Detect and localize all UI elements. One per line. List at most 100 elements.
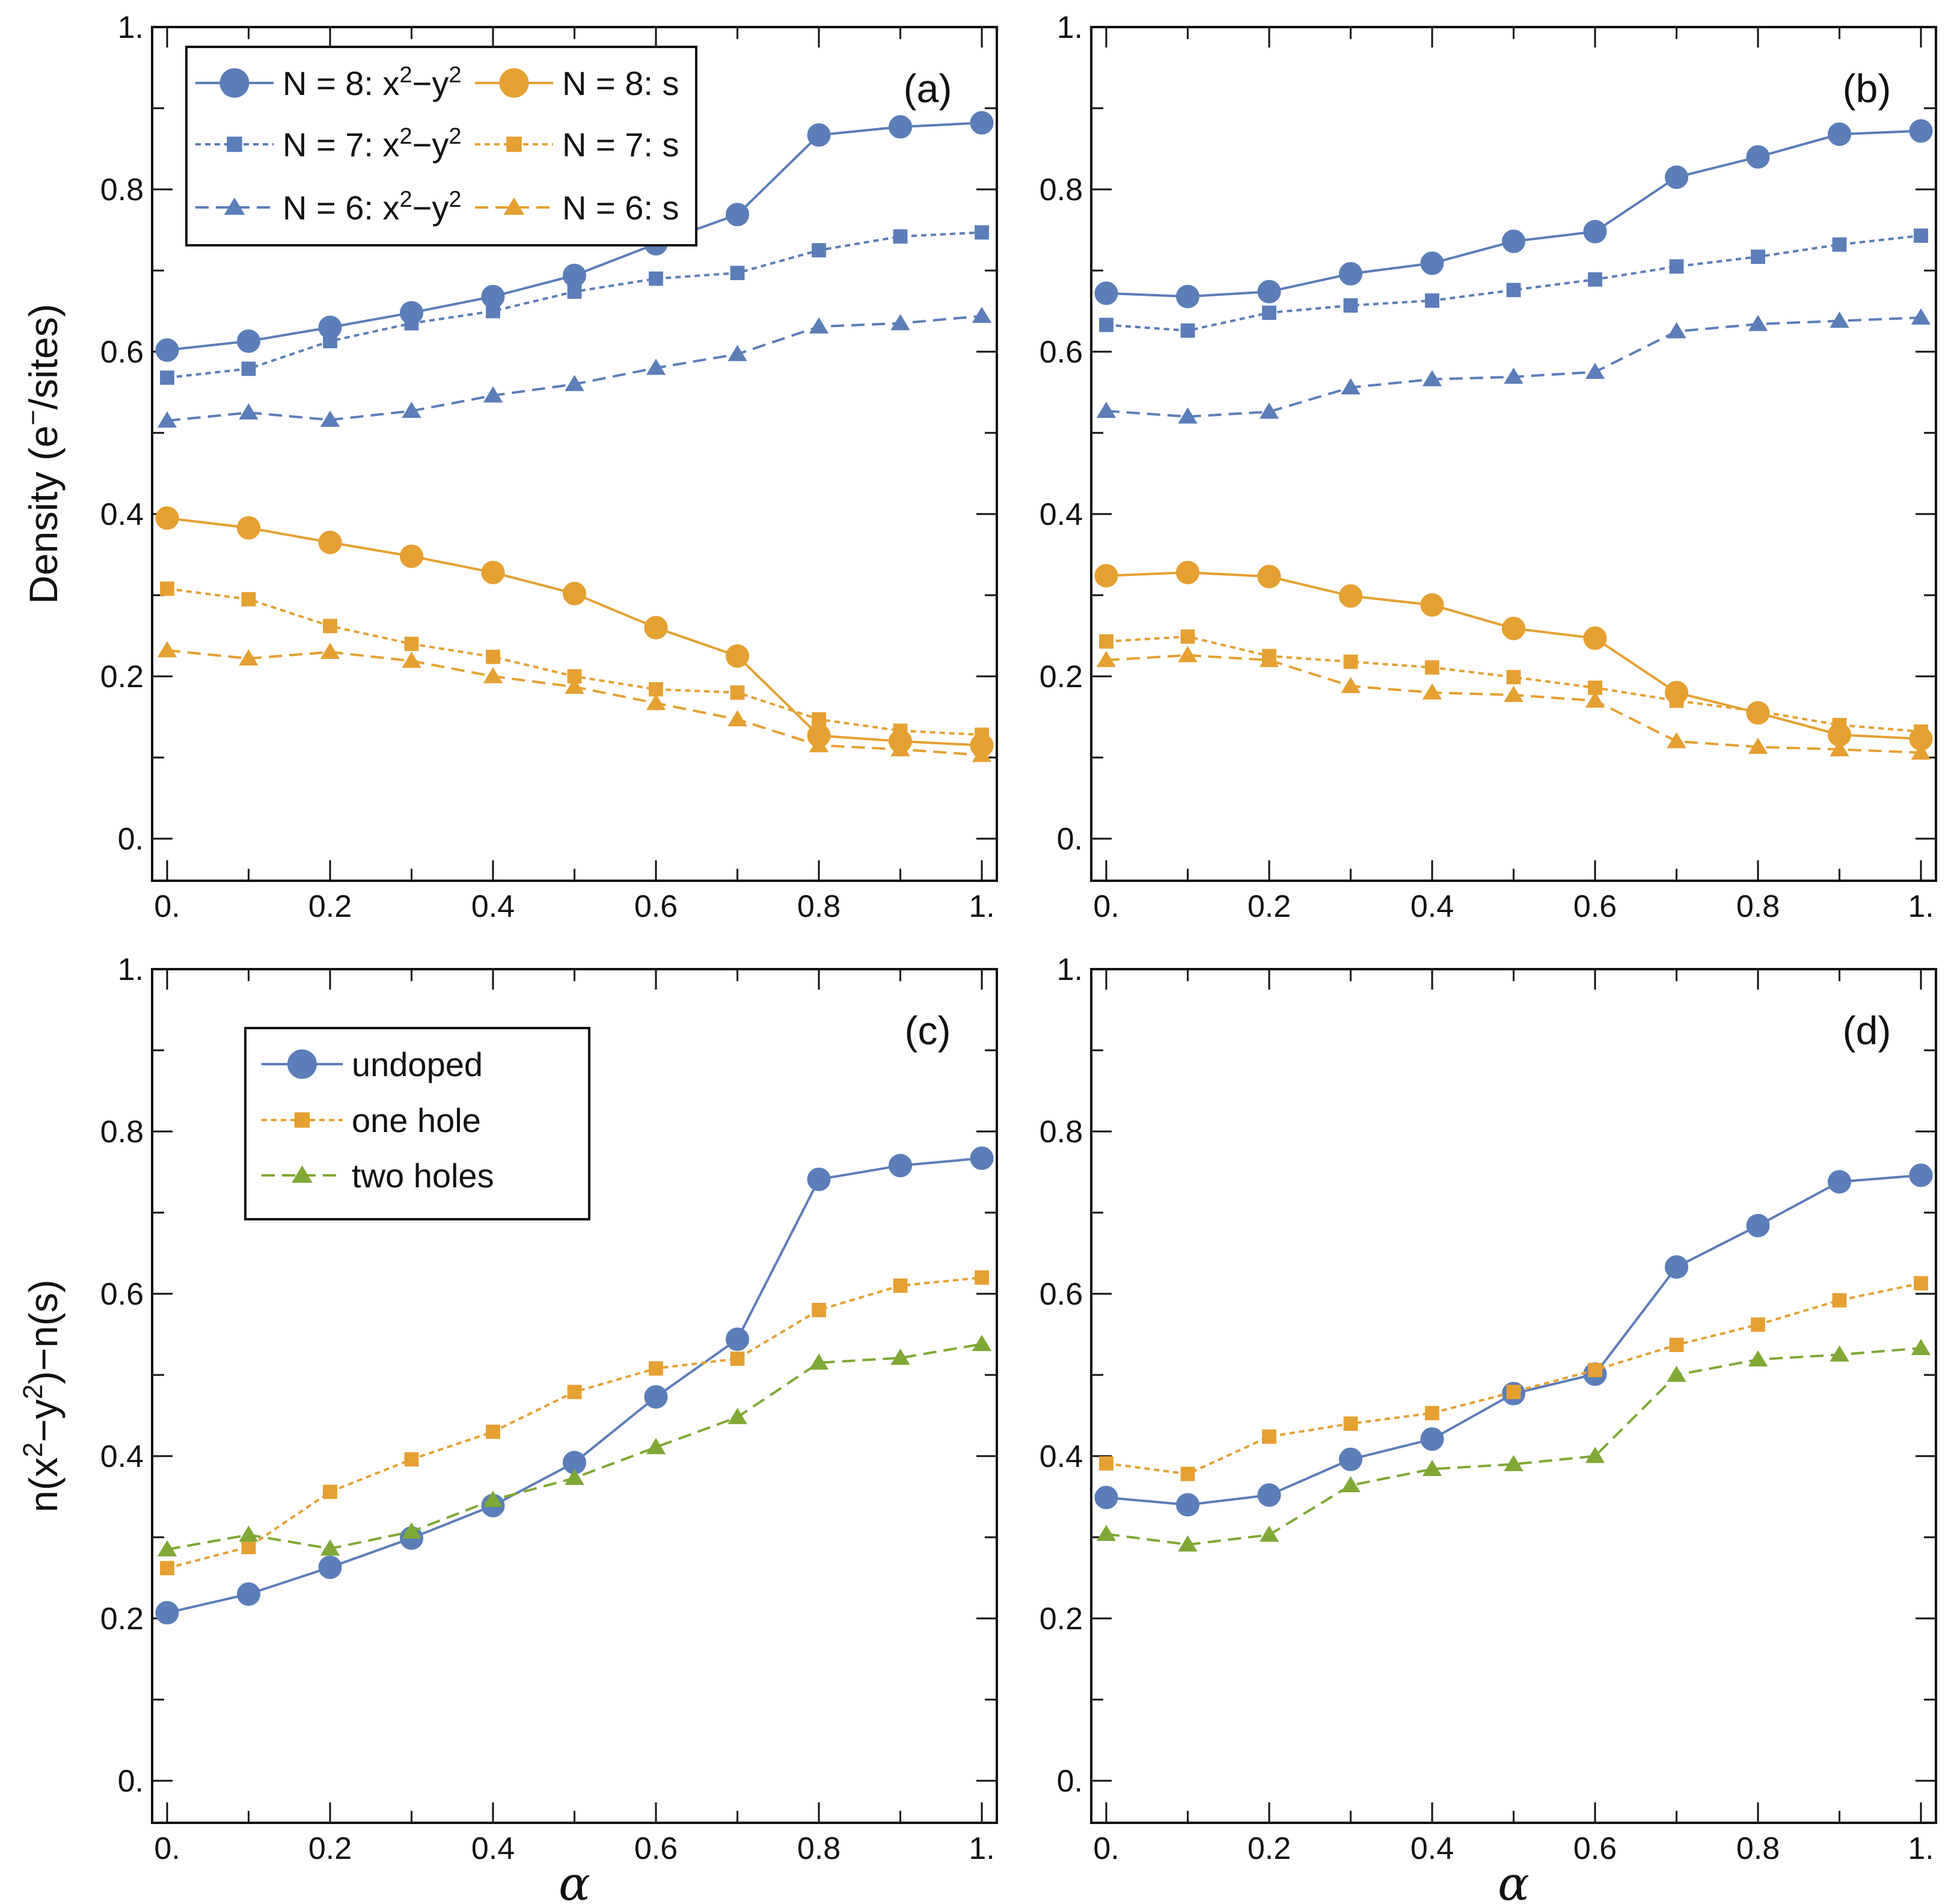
data-point xyxy=(1665,1255,1688,1279)
data-point xyxy=(970,111,994,135)
legend-marker xyxy=(287,1049,317,1079)
data-point xyxy=(1259,650,1279,667)
y-tick-label: 0. xyxy=(1057,1764,1083,1799)
data-point xyxy=(1420,593,1444,617)
y-tick-label: 0.4 xyxy=(1040,497,1083,532)
data-point xyxy=(157,411,177,428)
data-point xyxy=(807,123,831,147)
series-4 xyxy=(1099,629,1928,739)
data-point xyxy=(567,284,582,299)
data-point xyxy=(404,1452,419,1467)
plot-frame xyxy=(1090,26,1937,882)
data-point xyxy=(567,669,582,684)
data-point xyxy=(320,411,340,427)
data-point xyxy=(1748,314,1768,331)
data-point xyxy=(1099,634,1113,649)
data-point xyxy=(1911,1339,1931,1355)
data-point xyxy=(809,317,829,334)
data-point xyxy=(970,1146,994,1171)
data-point xyxy=(730,266,745,280)
data-point xyxy=(975,727,989,742)
panel-label: (c) xyxy=(905,1008,951,1053)
data-point xyxy=(1748,738,1768,754)
legend-label: N = 8: s xyxy=(562,64,679,102)
x-tick-label: 0.8 xyxy=(1736,889,1780,924)
data-point xyxy=(889,1154,912,1178)
data-point xyxy=(402,402,421,418)
data-point xyxy=(1420,251,1444,275)
data-point xyxy=(239,649,259,666)
data-point xyxy=(1096,650,1116,667)
data-point xyxy=(1341,1476,1361,1493)
panel-label: (a) xyxy=(904,66,952,111)
data-point xyxy=(1178,646,1198,663)
data-point xyxy=(890,314,910,331)
data-point xyxy=(1422,370,1442,387)
data-point xyxy=(1096,1525,1116,1541)
x-tick-label: 0.6 xyxy=(634,1831,678,1866)
data-point xyxy=(1176,560,1199,584)
data-point xyxy=(1669,693,1684,708)
x-tick-label: 0.6 xyxy=(1573,889,1617,924)
data-point xyxy=(649,1361,663,1376)
data-point xyxy=(893,723,908,738)
y-tick-label: 0.8 xyxy=(100,173,144,207)
data-point xyxy=(1094,281,1118,305)
legend-item: N = 6: s xyxy=(475,189,679,227)
legend-label: N = 7: x2−y2 xyxy=(283,124,462,164)
y-tick-label: 0.8 xyxy=(100,1115,144,1149)
data-point xyxy=(1748,1350,1768,1367)
x-tick-label: 0. xyxy=(154,889,180,924)
series-line xyxy=(1106,1347,1922,1546)
data-point xyxy=(155,1601,179,1625)
data-point xyxy=(1094,564,1118,588)
series-line xyxy=(1106,316,1922,418)
legend-marker xyxy=(294,1112,310,1128)
data-point xyxy=(1588,681,1602,695)
data-point xyxy=(318,530,342,554)
series-line xyxy=(167,1342,982,1551)
data-point xyxy=(726,203,749,227)
y-tick-label: 1. xyxy=(118,952,144,987)
legend: N = 8: x2−y2 N = 8: s N = 7: x2−y2 N = 7: s… xyxy=(185,46,697,246)
y-tick-label: 0.4 xyxy=(100,497,144,532)
data-point xyxy=(646,1437,666,1454)
series-line xyxy=(1106,1282,1922,1475)
data-point xyxy=(727,344,747,361)
data-point xyxy=(646,694,666,711)
data-point xyxy=(1751,249,1765,264)
data-point xyxy=(1339,1447,1362,1471)
legend-marker xyxy=(219,68,250,98)
data-point xyxy=(241,592,256,607)
data-point xyxy=(812,1303,826,1317)
y-tick-label: 0.8 xyxy=(1040,173,1083,207)
data-point xyxy=(1506,670,1521,685)
legend-marker xyxy=(499,68,529,98)
data-point xyxy=(1099,317,1113,332)
data-point xyxy=(160,581,174,596)
y-tick-label: 0.8 xyxy=(1040,1115,1083,1149)
data-point xyxy=(1828,122,1851,146)
data-point xyxy=(1176,284,1199,308)
data-point xyxy=(1832,718,1847,732)
x-tick-label: 0.4 xyxy=(1410,889,1454,924)
data-point xyxy=(1262,1429,1276,1444)
data-point xyxy=(1909,1163,1933,1187)
panel-a: 0. 0.2 0.4 0.6 0.8 1. 0. 0.2 0.4 0.6 0.8 1. Density … xyxy=(17,10,998,924)
x-tick-label: 0.6 xyxy=(1573,1831,1617,1866)
data-point xyxy=(1425,293,1439,308)
data-point xyxy=(730,685,745,700)
data-point xyxy=(1588,272,1602,287)
series-4 xyxy=(160,581,989,742)
y-tick-label: 0.6 xyxy=(100,1277,144,1312)
data-point xyxy=(1504,1455,1524,1472)
data-point xyxy=(1506,1385,1521,1400)
data-point xyxy=(726,644,749,668)
legend-label: undoped xyxy=(352,1045,483,1083)
series-3 xyxy=(1094,560,1933,751)
data-point xyxy=(1096,402,1116,418)
data-point xyxy=(404,316,419,331)
series-line xyxy=(167,587,982,736)
legend-item: undoped xyxy=(262,1045,483,1083)
